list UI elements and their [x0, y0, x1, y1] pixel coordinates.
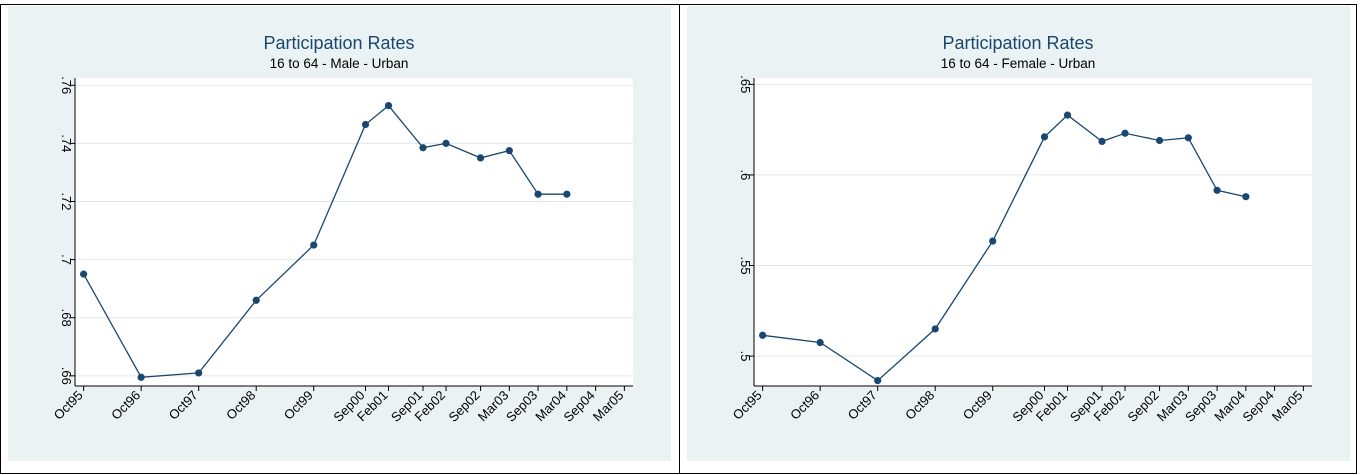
y-tick-label: .5 [738, 351, 753, 362]
y-tick-label: .66 [59, 367, 74, 385]
x-tick-label: Oct97 [166, 388, 201, 423]
data-point [1040, 133, 1049, 141]
data-point [442, 139, 450, 147]
chart-panel-male: Participation Rates 16 to 64 - Male - Urb… [8, 6, 671, 461]
y-tick-label: .7 [59, 254, 74, 265]
plot-area [75, 78, 633, 386]
x-tick-label: Sep04 [1240, 388, 1277, 425]
x-tick-label: Sep04 [561, 388, 598, 425]
data-point [1155, 136, 1164, 145]
chart-svg-male: Participation Rates 16 to 64 - Male - Urb… [51, 33, 633, 425]
data-point [1063, 111, 1072, 119]
data-point [563, 190, 571, 198]
x-tick-label: Oct96 [108, 388, 143, 423]
x-tick-label: Oct99 [281, 388, 316, 423]
x-tick-label: Mar03 [475, 388, 512, 425]
data-point [384, 102, 393, 110]
data-point [534, 190, 542, 198]
data-point [195, 369, 203, 377]
x-tick-label: Oct97 [845, 388, 880, 423]
chart-subtitle: 16 to 64 - Female - Urban [941, 56, 1096, 71]
y-tick-label: .68 [59, 309, 74, 327]
y-tick-label: .76 [59, 76, 74, 94]
chart-subtitle: 16 to 64 - Male - Urban [270, 56, 409, 71]
data-point [419, 144, 427, 152]
chart-title: Participation Rates [942, 33, 1093, 53]
data-point [1242, 193, 1250, 201]
x-tick-label: Oct99 [960, 388, 995, 423]
data-point [816, 338, 824, 347]
x-tick-label: Sep02 [445, 388, 482, 425]
data-point [1213, 186, 1221, 194]
chart-panel-female: Participation Rates 16 to 64 - Female - U… [687, 6, 1350, 461]
y-tick-label: .74 [59, 134, 74, 152]
data-point [989, 237, 997, 245]
data-point [1184, 134, 1192, 142]
data-point [310, 241, 318, 249]
data-point [1121, 129, 1129, 137]
x-tick-label: Sep03 [503, 388, 540, 425]
x-tick-label: Mar04 [532, 388, 569, 425]
y-tick-label: .55 [738, 256, 753, 274]
x-tick-label: Sep03 [1182, 388, 1219, 425]
y-tick-label: .72 [59, 192, 74, 210]
data-point [874, 376, 882, 385]
x-tick-label: Oct95 [51, 388, 86, 423]
y-tick-label: .6 [738, 170, 753, 181]
x-tick-label: Mar05 [1269, 388, 1306, 425]
data-point [759, 331, 767, 339]
panel-divider [679, 4, 680, 474]
data-point [137, 373, 145, 381]
data-point [252, 296, 260, 304]
data-point [80, 270, 88, 278]
chart-title: Participation Rates [263, 33, 414, 53]
plot-area [754, 78, 1312, 386]
figure-frame [0, 4, 1357, 474]
chart-svg-female: Participation Rates 16 to 64 - Female - U… [730, 33, 1312, 425]
data-point [361, 120, 370, 129]
x-tick-label: Sep02 [1124, 388, 1161, 425]
x-tick-label: Mar04 [1211, 388, 1248, 425]
data-point [476, 154, 485, 162]
x-tick-label: Oct96 [787, 388, 822, 423]
y-tick-label: .65 [738, 75, 753, 93]
data-point [1098, 137, 1106, 146]
x-tick-label: Oct98 [902, 388, 937, 423]
x-tick-label: Mar03 [1154, 388, 1191, 425]
data-point [505, 147, 513, 155]
x-tick-label: Oct98 [223, 388, 258, 423]
x-tick-label: Mar05 [590, 388, 627, 425]
data-point [931, 325, 939, 333]
x-tick-label: Oct95 [730, 388, 765, 423]
